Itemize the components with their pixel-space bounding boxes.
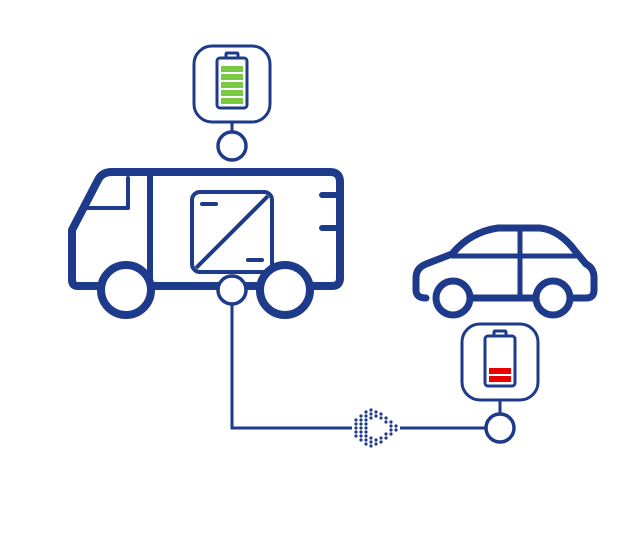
car-icon — [416, 228, 594, 315]
node-truck-bottom — [218, 276, 246, 304]
node-car-bottom — [486, 414, 514, 442]
battery-full-badge — [194, 46, 270, 122]
package-box-icon — [192, 192, 272, 272]
node-truck-top — [218, 132, 246, 160]
dotted-arrow-icon — [352, 404, 400, 452]
power-flow-diagram — [0, 0, 624, 533]
battery-low-badge — [462, 324, 538, 400]
